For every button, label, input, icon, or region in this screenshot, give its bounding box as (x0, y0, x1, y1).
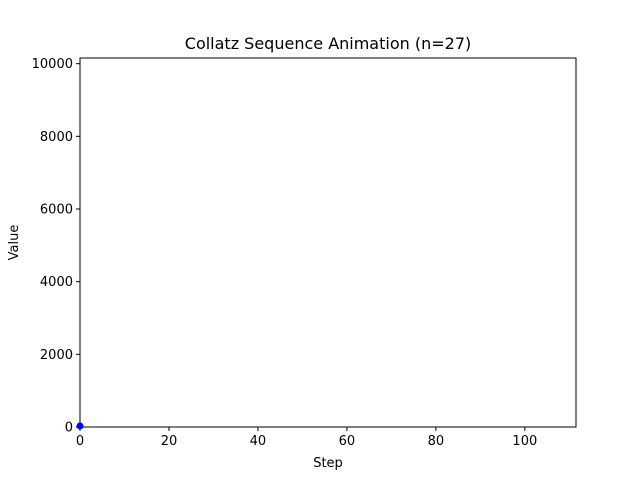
data-point (76, 422, 84, 430)
y-tick-label: 8000 (40, 130, 73, 145)
x-axis: 0 20 40 60 80 100 (76, 427, 537, 449)
x-tick-label: 60 (339, 434, 356, 449)
plot-frame (79, 57, 577, 428)
x-tick-label: 40 (250, 434, 267, 449)
x-tick-label: 20 (161, 434, 178, 449)
y-tick-label: 10000 (32, 57, 73, 72)
y-axis-title: Value (7, 225, 22, 261)
y-tick-label: 2000 (40, 348, 73, 363)
y-tick-label: 0 (65, 421, 73, 436)
x-tick-label: 80 (428, 434, 445, 449)
series-layer (76, 422, 84, 430)
y-axis: 0 2000 4000 6000 8000 10000 (32, 57, 80, 436)
x-tick-label: 0 (76, 434, 84, 449)
y-tick-label: 4000 (40, 275, 73, 290)
chart-title: Collatz Sequence Animation (n=27) (185, 34, 471, 53)
y-tick-label: 6000 (40, 203, 73, 218)
x-tick-label: 100 (512, 434, 537, 449)
x-axis-title: Step (313, 456, 343, 471)
